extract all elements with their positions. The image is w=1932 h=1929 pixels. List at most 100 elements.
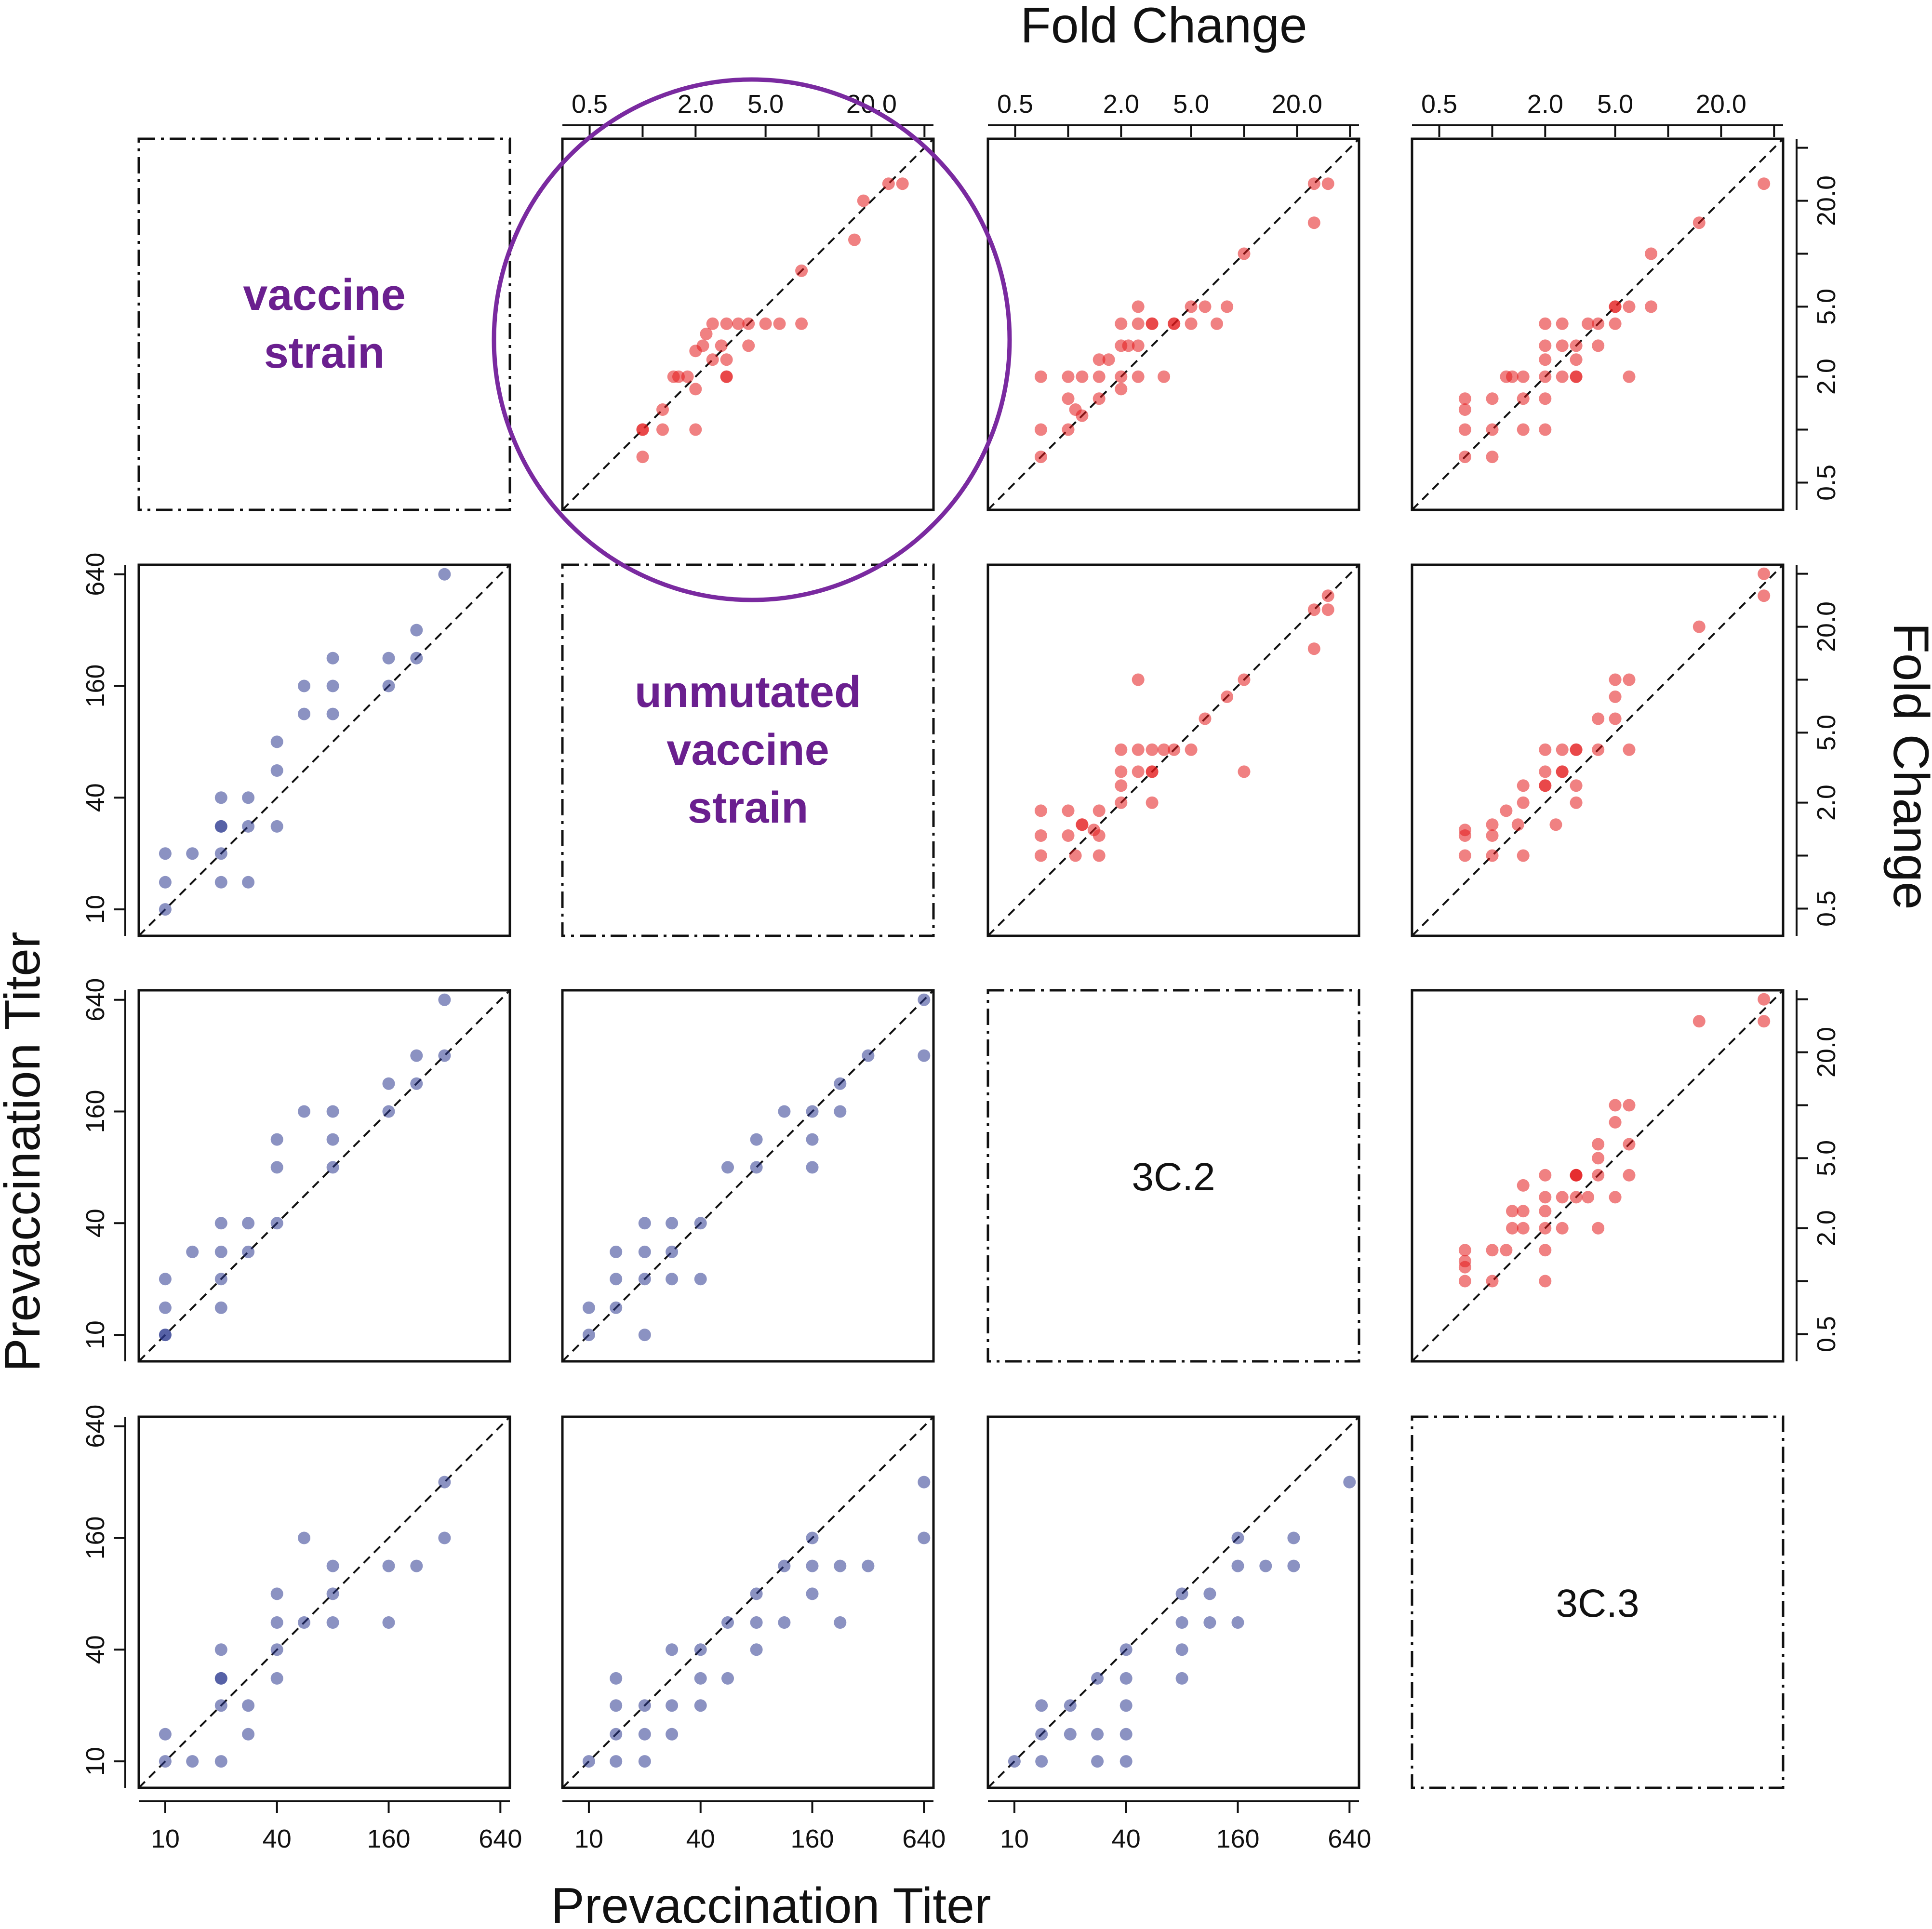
diagonal-label: strain [264, 328, 385, 377]
diagonal-label: strain [688, 783, 809, 832]
scatter-panel-frame [561, 1415, 935, 1789]
fold-change-point [1458, 1244, 1471, 1257]
fold-change-point [1758, 1015, 1771, 1028]
right-axis-tick-label: 5.0 [1812, 715, 1841, 751]
fold-change-point [1486, 1244, 1499, 1257]
fold-change-point [672, 370, 685, 383]
top-axis-tick-label: 20.0 [1272, 90, 1322, 119]
bottom-axis-tick-label: 640 [479, 1824, 522, 1853]
fold-change-point [1458, 849, 1471, 862]
fold-change-point [1034, 451, 1047, 464]
fold-change-point [1168, 317, 1181, 330]
fold-change-point [1692, 216, 1705, 229]
fold-change-point [773, 317, 786, 330]
diagonal-panel-frame [986, 989, 1360, 1363]
scatter-panel-frame [137, 989, 511, 1363]
scatter-panel-frame [986, 1415, 1360, 1789]
fold-change-point [1486, 423, 1499, 436]
bottom-axis-tick-label: 160 [790, 1824, 834, 1853]
fold-change-point [1458, 451, 1471, 464]
titer-point [326, 707, 339, 720]
fold-change-point [1486, 1275, 1499, 1288]
fold-change-point [1132, 300, 1145, 313]
fold-change-point [1146, 796, 1159, 809]
fold-change-point [1539, 1275, 1552, 1288]
fold-change-point [696, 339, 709, 352]
titer-point [862, 1559, 875, 1572]
titer-point [214, 1301, 227, 1314]
titer-point [694, 1672, 707, 1685]
fold-change-point [1458, 392, 1471, 405]
scatter-panel-frame [1411, 563, 1785, 937]
titer-point [610, 1273, 623, 1286]
titer-point [242, 1728, 255, 1741]
fold-change-point [1758, 567, 1771, 580]
fold-change-point [1592, 1222, 1605, 1235]
fold-change-point [1556, 370, 1569, 383]
left-axis-tick-label: 40 [81, 1209, 110, 1237]
fold-change-point [1069, 849, 1082, 862]
titer-point [159, 847, 172, 860]
top-axis-tick-label: 5.0 [747, 90, 784, 119]
fold-change-point [1623, 743, 1636, 756]
fold-change-point [1132, 370, 1145, 383]
titer-point [1287, 1559, 1300, 1572]
titer-point [214, 1699, 227, 1712]
fold-change-point [1122, 339, 1135, 352]
fold-change-point [1539, 370, 1552, 383]
fold-change-point [1645, 247, 1658, 260]
fold-change-point [1517, 392, 1530, 405]
titer-point [382, 1616, 395, 1629]
titer-point [834, 1559, 847, 1572]
titer-point [326, 652, 339, 665]
diagonal-label: 3C.2 [1132, 1155, 1215, 1199]
titer-point [326, 1559, 339, 1572]
fold-change-point [1034, 370, 1047, 383]
fold-change-point [1556, 1191, 1569, 1204]
titer-point [410, 624, 423, 637]
titer-point [750, 1587, 763, 1600]
fold-change-point [1556, 317, 1569, 330]
fold-change-point [1582, 317, 1595, 330]
titer-point [438, 1476, 451, 1489]
titer-point [1175, 1672, 1188, 1685]
right-axis-tick-label: 2.0 [1812, 785, 1841, 821]
titer-point [270, 1133, 283, 1146]
fold-change-point [1692, 620, 1705, 633]
titer-point [1203, 1587, 1216, 1600]
top-axis-tick-label: 5.0 [1597, 90, 1633, 119]
fold-change-point [1093, 804, 1106, 817]
titer-point [1119, 1755, 1133, 1768]
fold-change-point [1645, 300, 1658, 313]
left-axis-tick-label: 40 [81, 1635, 110, 1664]
titer-point [159, 1329, 172, 1342]
titer-point [186, 1755, 199, 1768]
fold-change-point [1539, 765, 1552, 778]
fold-change-point [1199, 300, 1212, 313]
fold-change-point [1221, 300, 1234, 313]
fold-change-point [1539, 1191, 1552, 1204]
titer-point [242, 820, 255, 833]
fold-change-point [1623, 300, 1636, 313]
fold-change-point [700, 327, 713, 340]
fold-change-point [1307, 177, 1320, 190]
left-axis-tick-label: 640 [81, 553, 110, 596]
titer-point [270, 1217, 283, 1230]
fold-change-point [1321, 603, 1334, 616]
titer-point [638, 1217, 651, 1230]
fold-change-point [1199, 712, 1212, 725]
fold-change-point [1758, 993, 1771, 1006]
titer-point [214, 1672, 227, 1685]
fold-change-point [1238, 765, 1251, 778]
titer-point [582, 1755, 595, 1768]
titer-point [721, 1161, 734, 1174]
titer-point [242, 876, 255, 889]
fold-change-point [1132, 673, 1145, 686]
titer-point [326, 1105, 339, 1118]
fold-change-point [1623, 1099, 1636, 1112]
fold-change-point [1238, 673, 1251, 686]
fold-change-point [636, 451, 649, 464]
fold-change-point [1539, 339, 1552, 352]
titer-point [438, 568, 451, 581]
